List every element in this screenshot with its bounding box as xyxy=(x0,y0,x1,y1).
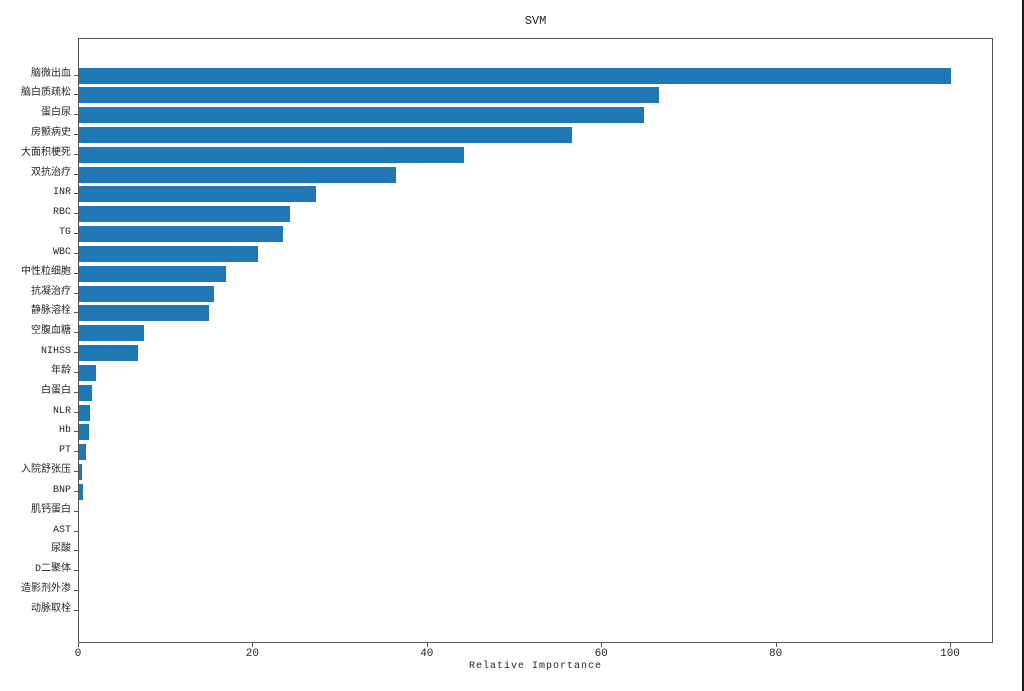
bar-19 xyxy=(79,424,89,441)
y-tick-mark xyxy=(74,411,78,413)
y-tick-mark xyxy=(74,490,78,492)
bar-4 xyxy=(79,126,572,143)
bar-3 xyxy=(79,107,645,124)
x-tick-label: 20 xyxy=(245,648,259,660)
y-tick-mark xyxy=(74,114,78,116)
y-tick-label: 大面积梗死 xyxy=(21,147,71,159)
x-axis-title: Relative Importance xyxy=(468,661,603,672)
y-tick-label: D二聚体 xyxy=(34,564,71,576)
y-tick-mark xyxy=(74,371,78,373)
chart-title: SVM xyxy=(524,14,547,28)
y-tick-label: 造影剂外渗 xyxy=(21,584,71,596)
x-tick-mark xyxy=(775,643,777,647)
window-right-border xyxy=(1022,0,1024,691)
y-tick-label: 双抗治疗 xyxy=(31,167,71,179)
y-tick-label: TG xyxy=(58,227,71,239)
x-tick-mark xyxy=(252,643,254,647)
y-tick-mark xyxy=(74,312,78,314)
bar-5 xyxy=(79,146,464,163)
y-tick-label: 白蛋白 xyxy=(41,385,71,397)
x-tick-mark xyxy=(426,643,428,647)
y-tick-mark xyxy=(74,272,78,274)
x-tick-label: 40 xyxy=(420,648,434,660)
y-tick-mark xyxy=(74,609,78,611)
bar-22 xyxy=(79,483,83,500)
y-tick-mark xyxy=(74,451,78,453)
x-tick-label: 100 xyxy=(940,648,960,660)
y-tick-mark xyxy=(74,233,78,235)
bar-2 xyxy=(79,87,659,104)
y-tick-label: 动脉取栓 xyxy=(31,603,71,615)
y-tick-label: 抗凝治疗 xyxy=(31,286,71,298)
x-tick-label: 0 xyxy=(74,648,82,660)
bar-15 xyxy=(79,345,139,362)
y-tick-label: 空腹血糖 xyxy=(31,326,71,338)
y-tick-label: NIHSS xyxy=(40,346,71,358)
y-tick-mark xyxy=(74,332,78,334)
bar-1 xyxy=(79,67,951,84)
y-tick-mark xyxy=(74,570,78,572)
y-tick-label: Hb xyxy=(58,425,71,437)
y-tick-label: 入院舒张压 xyxy=(21,465,71,477)
y-tick-label: WBC xyxy=(52,246,71,258)
y-tick-label: 肌钙蛋白 xyxy=(31,504,71,516)
y-tick-mark xyxy=(74,153,78,155)
y-tick-mark xyxy=(74,133,78,135)
y-tick-label: AST xyxy=(52,524,71,536)
y-tick-mark xyxy=(74,530,78,532)
y-tick-label: 房颤病史 xyxy=(31,127,71,139)
y-tick-label: 中性粒细胞 xyxy=(21,266,71,278)
bar-7 xyxy=(79,186,317,203)
y-tick-label: BNP xyxy=(52,484,71,496)
y-tick-mark xyxy=(74,94,78,96)
bar-9 xyxy=(79,226,284,243)
y-tick-mark xyxy=(74,193,78,195)
y-tick-label: 尿酸 xyxy=(51,544,71,556)
bar-10 xyxy=(79,245,258,262)
x-tick-mark xyxy=(78,643,79,647)
plot-area xyxy=(78,38,993,643)
y-tick-mark xyxy=(74,213,78,215)
bar-6 xyxy=(79,166,396,183)
y-tick-label: 静脉溶栓 xyxy=(31,306,71,318)
y-tick-mark xyxy=(74,471,78,473)
y-tick-mark xyxy=(74,74,78,76)
bar-20 xyxy=(79,444,87,461)
y-tick-mark xyxy=(74,352,78,354)
y-tick-mark xyxy=(74,252,78,254)
y-tick-label: 脑白质疏松 xyxy=(21,88,71,100)
y-tick-mark xyxy=(74,173,78,175)
x-tick-mark xyxy=(601,643,603,647)
bar-16 xyxy=(79,364,96,381)
bar-18 xyxy=(79,404,91,421)
bar-8 xyxy=(79,206,291,223)
y-tick-mark xyxy=(74,431,78,433)
y-tick-label: RBC xyxy=(52,207,71,219)
bar-21 xyxy=(79,464,83,481)
y-tick-label: 蛋白尿 xyxy=(41,108,71,120)
y-tick-mark xyxy=(74,292,78,294)
y-tick-mark xyxy=(74,590,78,592)
bar-12 xyxy=(79,285,215,302)
y-tick-label: INR xyxy=(52,187,71,199)
y-tick-mark xyxy=(74,391,78,393)
y-tick-mark xyxy=(74,510,78,512)
x-tick-mark xyxy=(950,643,951,647)
bar-14 xyxy=(79,325,145,342)
bar-13 xyxy=(79,305,209,322)
y-tick-label: 年龄 xyxy=(51,365,71,377)
x-tick-label: 80 xyxy=(768,648,783,660)
x-tick-label: 60 xyxy=(594,648,608,660)
bar-17 xyxy=(79,384,93,401)
y-tick-label: NLR xyxy=(52,405,71,417)
y-tick-label: PT xyxy=(58,445,71,457)
y-tick-mark xyxy=(74,550,78,552)
y-tick-label: 脑微出血 xyxy=(31,68,71,80)
bar-11 xyxy=(79,265,227,282)
